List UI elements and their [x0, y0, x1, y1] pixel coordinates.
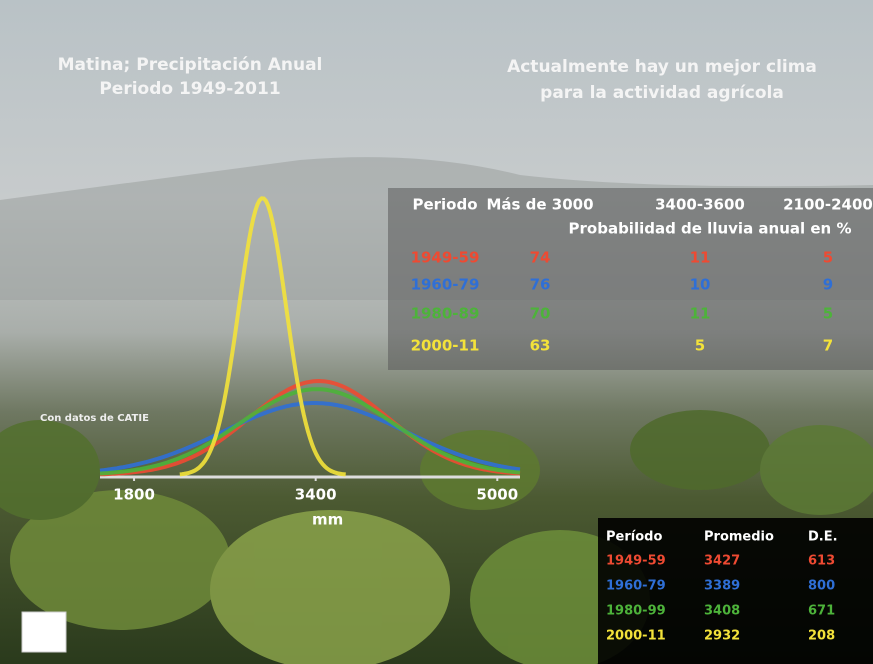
stats-header: Período: [606, 530, 662, 545]
stats-header: Promedio: [704, 530, 774, 545]
table-cell: 1949-59: [411, 249, 480, 267]
table-header: 2100-2400: [783, 196, 873, 214]
stats-cell: 3427: [704, 554, 740, 569]
subtitle: para la actividad agrícola: [540, 83, 784, 103]
table-cell: 5: [823, 249, 833, 267]
stats-cell: 208: [808, 629, 835, 644]
stats-cell: 1949-59: [606, 554, 666, 569]
density-curve: [100, 378, 521, 477]
stats-cell: 3389: [704, 579, 740, 594]
prob-table-box: [388, 188, 873, 370]
table-subheader: Probabilidad de lluvia anual en %: [569, 220, 852, 238]
stats-cell: 2932: [704, 629, 740, 644]
table-header: 3400-3600: [655, 196, 745, 214]
density-curve: [99, 387, 521, 476]
table-cell: 1980-89: [411, 305, 480, 323]
table-cell: 76: [530, 276, 551, 294]
stats-cell: 800: [808, 579, 835, 594]
table-cell: 11: [690, 305, 711, 323]
x-tick-label: 1800: [113, 486, 155, 504]
stats-cell: 3408: [704, 604, 740, 619]
title: Periodo 1949-2011: [99, 79, 280, 99]
density-curve: [179, 196, 346, 477]
table-cell: 2000-11: [411, 337, 480, 355]
table-cell: 1960-79: [411, 276, 480, 294]
x-axis-label: mm: [312, 511, 343, 529]
x-tick-label: 5000: [476, 486, 518, 504]
table-cell: 7: [823, 337, 833, 355]
table-cell: 5: [823, 305, 833, 323]
table-cell: 63: [530, 337, 551, 355]
x-tick-label: 3400: [295, 486, 337, 504]
table-cell: 74: [530, 249, 551, 267]
stats-cell: 613: [808, 554, 835, 569]
table-cell: 70: [530, 305, 551, 323]
stats-cell: 671: [808, 604, 835, 619]
table-cell: 9: [823, 276, 833, 294]
stats-header: D.E.: [808, 530, 838, 545]
title: Matina; Precipitación Anual: [58, 55, 323, 75]
stats-cell: 1960-79: [606, 579, 666, 594]
density-curve: [99, 401, 521, 473]
table-header: Más de 3000: [486, 196, 593, 214]
table-header: Periodo: [412, 196, 477, 214]
note: Con datos de CATIE: [40, 413, 149, 424]
stats-cell: 1980-99: [606, 604, 666, 619]
subtitle: Actualmente hay un mejor clima: [507, 57, 817, 77]
table-cell: 5: [695, 337, 705, 355]
stats-table-box: [598, 518, 873, 664]
logo: [21, 611, 67, 653]
table-cell: 10: [690, 276, 711, 294]
stats-cell: 2000-11: [606, 629, 666, 644]
table-cell: 11: [690, 249, 711, 267]
